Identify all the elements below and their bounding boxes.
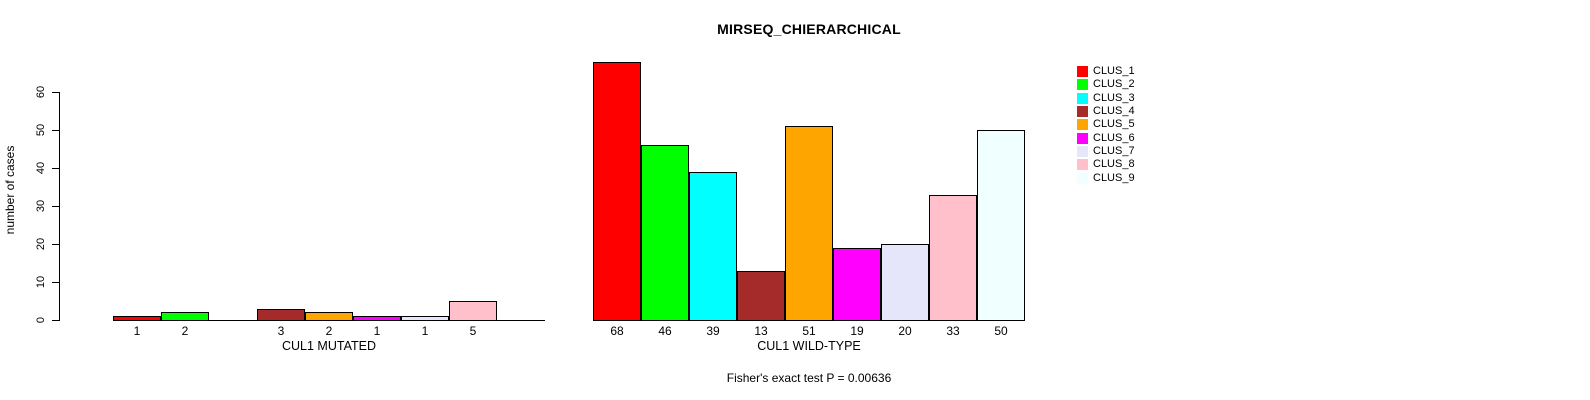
y-tick-label: 60 xyxy=(35,85,47,99)
bar-value-label: 46 xyxy=(658,324,672,338)
y-axis-label: number of cases xyxy=(3,145,17,235)
legend-label: CLUS_2 xyxy=(1093,78,1135,91)
legend-label: CLUS_7 xyxy=(1093,144,1135,157)
legend-label: CLUS_4 xyxy=(1093,105,1135,118)
bar-value-label: 5 xyxy=(469,324,477,338)
bar-value-label: 20 xyxy=(898,324,912,338)
legend-swatch-clus-7 xyxy=(1077,145,1088,157)
y-tick-label: 40 xyxy=(35,161,47,175)
bar-clus-5 xyxy=(305,312,353,321)
y-tick xyxy=(52,206,59,207)
bar-clus-8 xyxy=(449,301,497,321)
legend-item: CLUS_4 xyxy=(1077,105,1135,118)
bar-clus-2 xyxy=(161,312,209,321)
legend-item: CLUS_2 xyxy=(1077,78,1135,91)
x-axis-label-wild-type: CUL1 WILD-TYPE xyxy=(757,339,861,353)
legend-label: CLUS_5 xyxy=(1093,118,1135,131)
bar-clus-1 xyxy=(113,316,161,321)
legend-item: CLUS_9 xyxy=(1077,171,1135,184)
bar-value-label: 19 xyxy=(850,324,864,338)
bar-clus-7 xyxy=(401,316,449,321)
legend-item: CLUS_8 xyxy=(1077,158,1135,171)
bar-value-label: 33 xyxy=(946,324,960,338)
legend-label: CLUS_3 xyxy=(1093,91,1135,104)
legend-label: CLUS_9 xyxy=(1093,171,1135,184)
x-axis-label-mutated: CUL1 MUTATED xyxy=(282,339,376,353)
y-tick-label: 20 xyxy=(35,237,47,251)
fisher-test-note: Fisher's exact test P = 0.00636 xyxy=(726,371,892,385)
legend-swatch-clus-1 xyxy=(1077,66,1088,78)
y-tick xyxy=(52,244,59,245)
bar-clus-3 xyxy=(689,172,737,321)
bar-value-label: 2 xyxy=(181,324,189,338)
y-tick xyxy=(52,282,59,283)
bar-value-label: 2 xyxy=(325,324,333,338)
bar-value-label: 3 xyxy=(277,324,285,338)
legend-swatch-clus-3 xyxy=(1077,92,1088,104)
legend: CLUS_1 CLUS_2 CLUS_3 CLUS_4 CLUS_5 CLUS_6 CLUS… xyxy=(1077,65,1135,185)
y-tick-label: 10 xyxy=(35,275,47,289)
legend-item: CLUS_5 xyxy=(1077,118,1135,131)
bar-clus-4 xyxy=(257,309,305,321)
y-tick xyxy=(52,92,59,93)
legend-swatch-clus-2 xyxy=(1077,79,1088,91)
bar-clus-8 xyxy=(929,195,977,321)
legend-swatch-clus-4 xyxy=(1077,106,1088,118)
bar-value-label: 50 xyxy=(994,324,1008,338)
legend-label: CLUS_8 xyxy=(1093,158,1135,171)
bar-clus-6 xyxy=(353,316,401,321)
legend-item: CLUS_6 xyxy=(1077,131,1135,144)
y-tick-label: 0 xyxy=(35,316,47,324)
y-tick-label: 50 xyxy=(35,123,47,137)
y-tick-label: 30 xyxy=(35,199,47,213)
legend-swatch-clus-6 xyxy=(1077,132,1088,144)
bar-clus-2 xyxy=(641,145,689,321)
bar-clus-5 xyxy=(785,126,833,321)
legend-item: CLUS_7 xyxy=(1077,145,1135,158)
y-tick xyxy=(52,168,59,169)
legend-label: CLUS_6 xyxy=(1093,131,1135,144)
bar-value-label: 13 xyxy=(754,324,768,338)
y-tick xyxy=(52,320,59,321)
chart-title: MIRSEQ_CHIERARCHICAL xyxy=(717,21,901,37)
bar-value-label: 1 xyxy=(421,324,429,338)
bar-value-label: 68 xyxy=(610,324,624,338)
bar-clus-4 xyxy=(737,271,785,321)
bar-value-label: 1 xyxy=(373,324,381,338)
bar-value-label: 1 xyxy=(133,324,141,338)
legend-swatch-clus-5 xyxy=(1077,119,1088,131)
y-axis-line xyxy=(59,92,60,321)
legend-label: CLUS_1 xyxy=(1093,65,1135,78)
legend-item: CLUS_3 xyxy=(1077,92,1135,105)
bar-clus-7 xyxy=(881,244,929,321)
legend-swatch-clus-8 xyxy=(1077,159,1088,171)
bar-clus-1 xyxy=(593,62,641,321)
bar-value-label: 51 xyxy=(802,324,816,338)
y-tick xyxy=(52,130,59,131)
bar-value-label: 39 xyxy=(706,324,720,338)
legend-item: CLUS_1 xyxy=(1077,65,1135,78)
bar-clus-6 xyxy=(833,248,881,321)
legend-swatch-clus-9 xyxy=(1077,172,1088,184)
bar-clus-9 xyxy=(977,130,1025,321)
